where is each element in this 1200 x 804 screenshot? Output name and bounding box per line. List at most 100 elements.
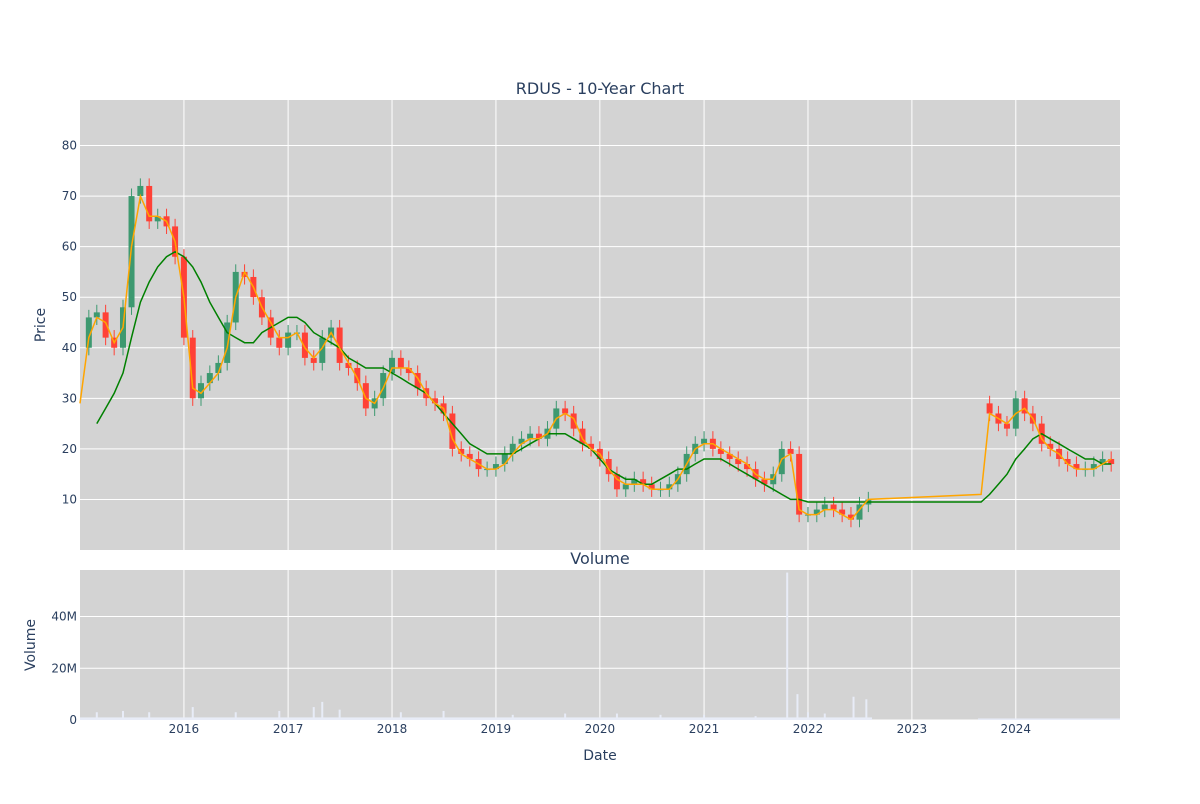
candle-body	[154, 216, 161, 222]
volume-bar	[148, 712, 151, 720]
candle-body	[189, 337, 196, 399]
volume-bar	[806, 712, 809, 720]
candle-body	[1099, 458, 1106, 465]
volume-baseline-band	[80, 717, 872, 720]
candle-body	[301, 332, 308, 358]
candle-body	[336, 327, 343, 363]
price-y-tick-label: 60	[62, 240, 77, 254]
candle-body	[579, 428, 586, 444]
candle-body	[85, 317, 92, 348]
candle-body	[405, 367, 412, 374]
volume-bar	[191, 707, 194, 720]
x-tick-label: 2020	[585, 722, 616, 736]
candle-body	[397, 357, 404, 368]
candle-body	[847, 514, 854, 520]
candle-body	[787, 448, 794, 454]
candle-body	[206, 373, 213, 384]
candle-body	[821, 504, 828, 510]
candle-body	[744, 464, 751, 470]
moving-average-long-line	[96, 250, 1112, 503]
volume-y-tick-label: 40M	[51, 610, 77, 624]
candle-body	[622, 484, 629, 490]
candle-body	[518, 438, 525, 444]
volume-bar	[511, 714, 514, 720]
price-y-tick-label: 20	[62, 442, 77, 456]
price-y-tick-label: 10	[62, 492, 77, 506]
volume-bar	[399, 712, 402, 720]
candle-body	[761, 479, 768, 485]
candle-body	[102, 312, 109, 338]
date-x-axis-label: Date	[583, 748, 616, 764]
candle-body	[631, 479, 638, 485]
volume-baseline-band	[978, 718, 1120, 720]
volume-bar	[95, 712, 98, 720]
x-tick-label: 2017	[273, 722, 304, 736]
volume-y-axis-label: Volume	[23, 619, 39, 671]
candle-body	[1064, 458, 1071, 465]
candle-body	[856, 504, 863, 520]
candle-body	[735, 458, 742, 465]
candle-body	[1003, 423, 1010, 429]
candle-body	[701, 438, 708, 444]
volume-chart-title: Volume	[570, 549, 630, 568]
x-tick-label: 2022	[793, 722, 824, 736]
price-y-axis-label: Price	[33, 308, 49, 342]
volume-bar	[321, 701, 324, 720]
candle-body	[588, 443, 595, 449]
candle-body	[389, 357, 396, 374]
candle-body	[839, 509, 846, 515]
moving-average-short-line	[79, 193, 1112, 521]
price-panel: 10 20 30 40 50 60 70 80	[62, 100, 1120, 550]
candle-body	[613, 474, 620, 490]
candle-body	[224, 322, 231, 363]
volume-bar	[659, 714, 662, 720]
volume-y-tick-label: 20M	[51, 661, 77, 675]
price-y-tick-label: 50	[62, 290, 77, 304]
candle-body	[501, 453, 508, 465]
candle-body	[492, 464, 499, 470]
candle-body	[640, 479, 647, 485]
volume-bar	[852, 696, 855, 720]
candle-body	[1108, 458, 1115, 465]
candle-body	[449, 413, 456, 449]
candle-body	[1021, 398, 1028, 414]
volume-bar	[312, 707, 315, 720]
volume-bar	[796, 694, 799, 720]
candle-body	[197, 383, 204, 399]
candle-body	[986, 403, 993, 414]
candle-body	[458, 448, 465, 454]
candle-body	[666, 484, 673, 490]
candle-body	[1090, 464, 1097, 470]
candle-body	[137, 185, 144, 197]
candle-body	[345, 362, 352, 368]
price-y-tick-label: 70	[62, 189, 77, 203]
candle-body	[276, 337, 283, 348]
price-y-tick-label: 40	[62, 341, 77, 355]
candle-body	[830, 504, 837, 510]
candle-body	[146, 185, 153, 222]
x-tick-label: 2024	[1001, 722, 1032, 736]
price-y-tick-label: 80	[62, 139, 77, 153]
volume-bar	[786, 572, 789, 720]
price-chart-title: RDUS - 10-Year Chart	[516, 79, 684, 98]
volume-y-tick-label: 0	[69, 713, 77, 727]
price-y-tick-label: 30	[62, 391, 77, 405]
volume-bar	[121, 710, 124, 720]
candle-body	[570, 413, 577, 429]
candle-body	[562, 408, 569, 414]
candle-body	[778, 448, 785, 475]
candle-body	[509, 443, 516, 454]
volume-bar	[338, 709, 341, 720]
volume-bar	[703, 714, 706, 720]
candle-body	[241, 271, 248, 277]
volume-bar	[823, 713, 826, 720]
volume-bar	[564, 713, 567, 720]
candle-body	[527, 433, 534, 439]
candle-body	[1073, 464, 1080, 470]
x-tick-label: 2018	[377, 722, 408, 736]
volume-panel: 0 20M 40M 2016 2017 2018 2019 2020 2021 2022 2023 2…	[51, 570, 1120, 736]
volume-bar	[615, 713, 618, 720]
candle-body	[605, 458, 612, 475]
